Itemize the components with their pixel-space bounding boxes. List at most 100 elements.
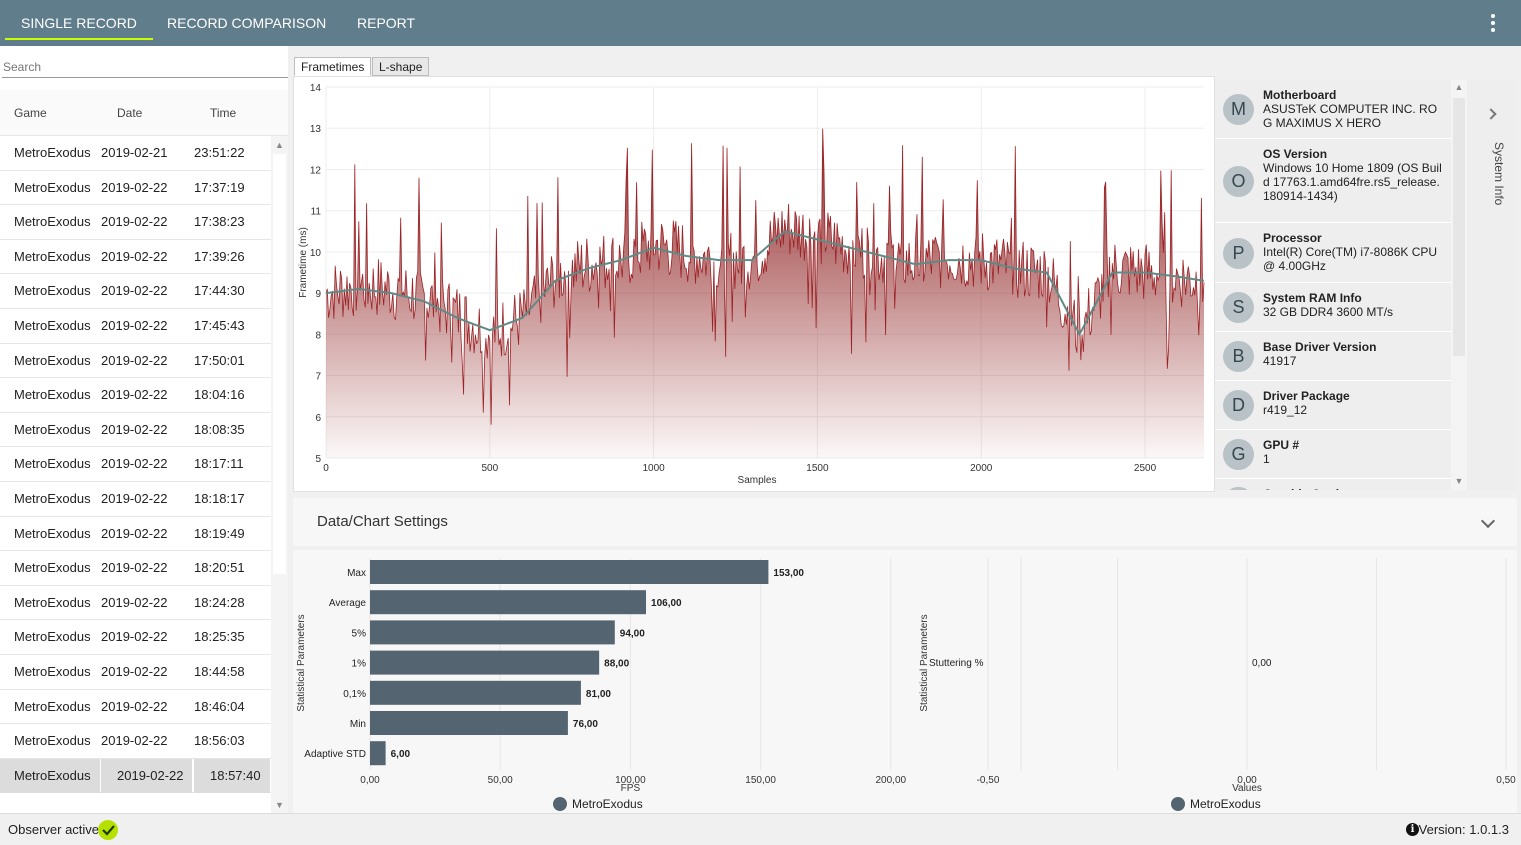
table-row[interactable]: MetroExodus 2019-02-22 18:18:17 xyxy=(0,482,271,517)
table-row[interactable]: MetroExodus 2019-02-22 17:50:01 xyxy=(0,344,271,379)
table-row[interactable]: MetroExodus 2019-02-22 18:44:58 xyxy=(0,655,271,690)
column-header-time[interactable]: Time xyxy=(210,90,236,136)
system-info-panel: M Motherboard ASUSTeK COMPUTER INC. ROG MA… xyxy=(1215,80,1451,490)
legend-marker xyxy=(1171,797,1185,811)
table-row[interactable]: MetroExodus 2019-02-22 18:19:49 xyxy=(0,517,271,552)
fps-axis-label: FPS xyxy=(621,783,641,794)
system-info-title: Processor xyxy=(1263,231,1322,245)
cell-game: MetroExodus xyxy=(14,136,91,170)
y-tick-label: 6 xyxy=(315,413,321,424)
cell-date: 2019-02-22 xyxy=(101,620,168,654)
x-tick-label: 150,00 xyxy=(745,775,776,786)
tab-single-record[interactable]: SINGLE RECORD xyxy=(5,0,153,40)
stat-value-label: 94,00 xyxy=(620,628,645,639)
cell-time: 17:39:26 xyxy=(194,240,245,274)
table-row[interactable]: MetroExodus 2019-02-22 17:39:26 xyxy=(0,240,271,275)
search-input[interactable] xyxy=(2,56,288,78)
stat-value-label: 153,00 xyxy=(773,568,804,579)
scroll-down-icon[interactable]: ▼ xyxy=(273,798,286,812)
info-icon[interactable]: i xyxy=(1406,823,1419,836)
cell-time: 17:45:43 xyxy=(194,309,245,343)
cell-time: 18:19:49 xyxy=(194,517,245,551)
x-tick-label: 50,00 xyxy=(488,775,513,786)
more-vert-icon[interactable] xyxy=(1487,12,1499,34)
table-row[interactable]: MetroExodus 2019-02-22 17:44:30 xyxy=(0,274,271,309)
avatar: G xyxy=(1223,439,1254,470)
tab-frametimes[interactable]: Frametimes xyxy=(294,57,371,76)
cell-game: MetroExodus xyxy=(14,655,91,689)
data-chart-settings-expander[interactable]: Data/Chart Settings xyxy=(293,498,1517,546)
cell-game: MetroExodus xyxy=(14,517,91,551)
cell-game: MetroExodus xyxy=(14,413,91,447)
cell-game: MetroExodus xyxy=(14,309,91,343)
chevron-right-icon[interactable] xyxy=(1485,108,1496,119)
system-info-value: ASUSTeK COMPUTER INC. ROG MAXIMUS X HERO xyxy=(1263,102,1443,130)
table-row[interactable]: MetroExodus 2019-02-21 23:51:22 xyxy=(0,136,271,171)
system-info-value: 1 xyxy=(1263,452,1443,466)
stat-category-label: Stuttering % xyxy=(929,658,984,669)
x-tick-label: 200,00 xyxy=(876,775,907,786)
cell-time: 17:44:30 xyxy=(194,274,245,308)
table-row[interactable]: MetroExodus 2019-02-22 18:56:03 xyxy=(0,724,271,759)
stat-category-label: 5% xyxy=(352,628,367,639)
sys-scroll-down-icon[interactable]: ▼ xyxy=(1453,476,1465,486)
cell-time: 18:17:11 xyxy=(194,447,244,481)
avatar: B xyxy=(1223,341,1254,372)
legend-label: MetroExodus xyxy=(1190,797,1261,811)
table-row[interactable]: MetroExodus 2019-02-22 18:25:35 xyxy=(0,620,271,655)
cell-time: 18:25:35 xyxy=(194,620,245,654)
cell-time: 18:04:16 xyxy=(194,378,245,412)
table-row[interactable]: MetroExodus 2019-02-22 17:37:19 xyxy=(0,171,271,206)
cell-date: 2019-02-22 xyxy=(101,759,192,793)
statistics-charts: Max 153,00Average 106,005% 94,001% 88,000,1%… xyxy=(293,550,1517,813)
cell-time: 17:37:19 xyxy=(194,171,245,205)
system-info-item: D Driver Package r419_12 xyxy=(1215,381,1451,430)
cell-date: 2019-02-22 xyxy=(101,447,168,481)
table-row[interactable]: MetroExodus 2019-02-22 17:38:23 xyxy=(0,205,271,240)
cell-date: 2019-02-22 xyxy=(101,274,168,308)
cell-game: MetroExodus xyxy=(14,447,91,481)
column-header-game[interactable]: Game xyxy=(14,90,47,136)
cell-date: 2019-02-22 xyxy=(101,586,168,620)
scroll-up-icon[interactable]: ▲ xyxy=(273,138,286,152)
tab-report[interactable]: REPORT xyxy=(341,0,431,40)
system-info-item: B Base Driver Version 41917 xyxy=(1215,332,1451,381)
table-row[interactable]: MetroExodus 2019-02-22 18:57:40 xyxy=(0,759,271,794)
avatar: D xyxy=(1223,390,1254,421)
x-tick-label: 0,50 xyxy=(1496,775,1516,786)
stat-bar xyxy=(370,741,386,765)
tab-record-comparison[interactable]: RECORD COMPARISON xyxy=(151,0,342,40)
cell-date: 2019-02-22 xyxy=(101,724,168,758)
cell-date: 2019-02-22 xyxy=(101,690,168,724)
table-row[interactable]: MetroExodus 2019-02-22 18:24:28 xyxy=(0,586,271,621)
cell-game: MetroExodus xyxy=(14,240,91,274)
x-tick-label: 0 xyxy=(323,463,329,474)
stat-category-label: Max xyxy=(347,568,366,579)
sys-scroll-up-icon[interactable]: ▲ xyxy=(1453,82,1465,92)
table-row[interactable]: MetroExodus 2019-02-22 18:17:11 xyxy=(0,447,271,482)
chevron-down-icon[interactable] xyxy=(1481,514,1495,528)
stat-category-label: 0,1% xyxy=(343,689,366,700)
list-scrollbar-thumb[interactable] xyxy=(273,154,286,574)
table-row[interactable]: MetroExodus 2019-02-22 18:04:16 xyxy=(0,378,271,413)
x-tick-label: 0,00 xyxy=(360,775,380,786)
table-row[interactable]: MetroExodus 2019-02-22 18:46:04 xyxy=(0,690,271,725)
cell-game: MetroExodus xyxy=(14,274,91,308)
x-tick-label: 2000 xyxy=(970,463,993,474)
system-info-scrollbar[interactable]: ▲ ▼ xyxy=(1451,80,1467,490)
cell-game: MetroExodus xyxy=(14,724,91,758)
cell-date: 2019-02-21 xyxy=(101,136,168,170)
tab-l-shape[interactable]: L-shape xyxy=(372,57,429,76)
system-info-value: 32 GB DDR4 3600 MT/s xyxy=(1263,305,1443,319)
system-info-label[interactable]: System Info xyxy=(1478,142,1506,212)
sys-scroll-thumb[interactable] xyxy=(1453,98,1465,356)
table-row[interactable]: MetroExodus 2019-02-22 18:08:35 xyxy=(0,413,271,448)
table-row[interactable]: MetroExodus 2019-02-22 18:20:51 xyxy=(0,551,271,586)
cell-game: MetroExodus xyxy=(14,551,91,585)
column-header-date[interactable]: Date xyxy=(117,90,142,136)
system-info-item: O OS Version Windows 10 Home 1809 (OS Buil… xyxy=(1215,139,1451,223)
table-row[interactable]: MetroExodus 2019-02-22 17:45:43 xyxy=(0,309,271,344)
frametime-chart: 5 6 7 8 9 10 11 12 13 14 0 500 1000 1500 2000 2500 Samp… xyxy=(294,77,1214,491)
record-list-panel: Game Date Time MetroExodus 2019-02-21 23:5… xyxy=(0,46,288,813)
cell-game: MetroExodus xyxy=(14,378,91,412)
